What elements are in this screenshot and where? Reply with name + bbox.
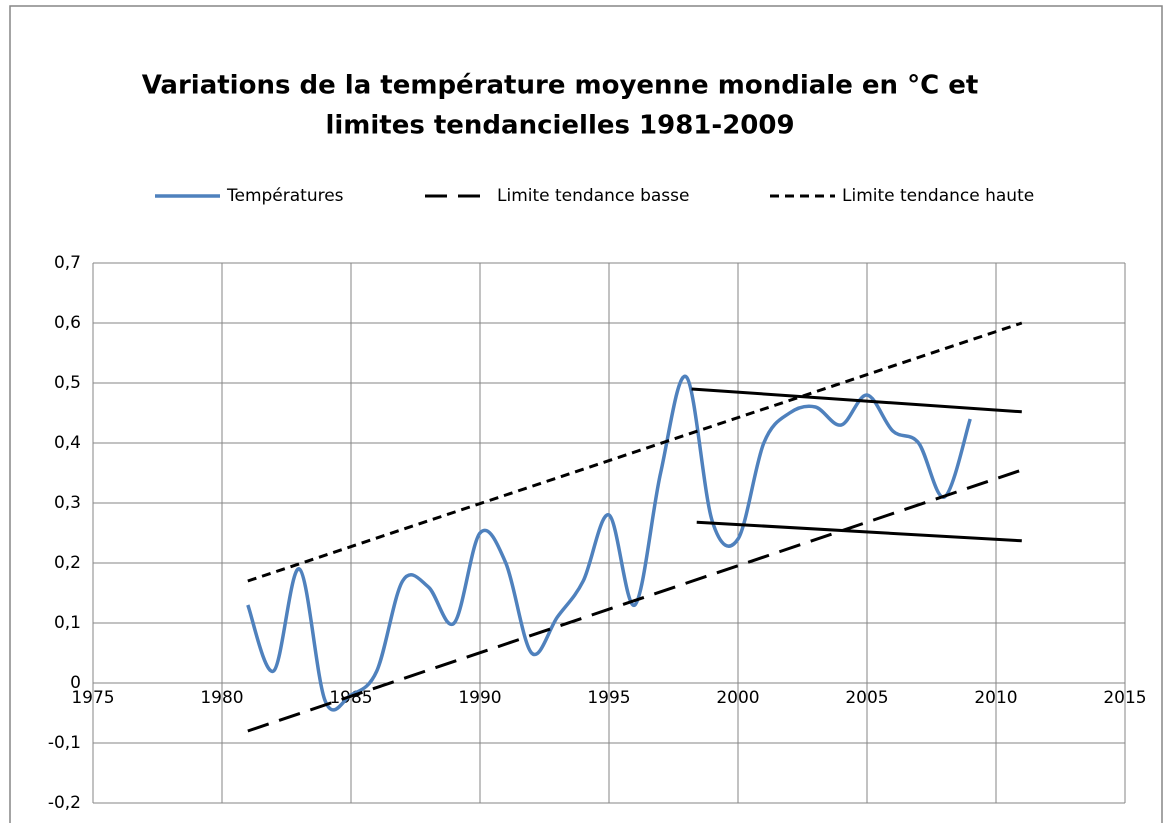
legend-label: Températures	[226, 186, 344, 206]
y-tick-label: 0	[70, 673, 81, 693]
y-tick-label: 0,5	[54, 373, 81, 393]
series-line	[691, 387, 1022, 414]
y-tick-label: -0,1	[48, 733, 81, 753]
chart-title: limites tendancielles 1981-2009	[325, 111, 794, 141]
y-tick-label: 0,3	[54, 493, 81, 513]
y-tick-label: 0,7	[54, 253, 81, 273]
x-tick-label: 1995	[587, 688, 630, 708]
y-tick-label: 0,2	[54, 553, 81, 573]
x-tick-label: 1975	[71, 688, 114, 708]
series-line	[247, 321, 1023, 583]
series-line	[246, 374, 972, 712]
x-tick-label: 2015	[1103, 688, 1146, 708]
series-line	[247, 468, 1023, 733]
x-tick-label: 1985	[329, 688, 372, 708]
y-tick-label: 0,1	[54, 613, 81, 633]
chart-title: Variations de la température moyenne mon…	[142, 71, 979, 101]
x-tick-label: 2010	[974, 688, 1017, 708]
y-tick-label: -0,2	[48, 793, 81, 813]
series-line	[696, 520, 1022, 543]
x-tick-label: 1980	[200, 688, 243, 708]
x-tick-label: 2000	[716, 688, 759, 708]
chart-border	[9, 5, 1163, 823]
legend-label: Limite tendance haute	[842, 186, 1034, 206]
x-tick-label: 2005	[845, 688, 888, 708]
y-tick-label: 0,4	[54, 433, 81, 453]
legend-label: Limite tendance basse	[497, 186, 689, 206]
y-tick-label: 0,6	[54, 313, 81, 333]
x-tick-label: 1990	[458, 688, 501, 708]
